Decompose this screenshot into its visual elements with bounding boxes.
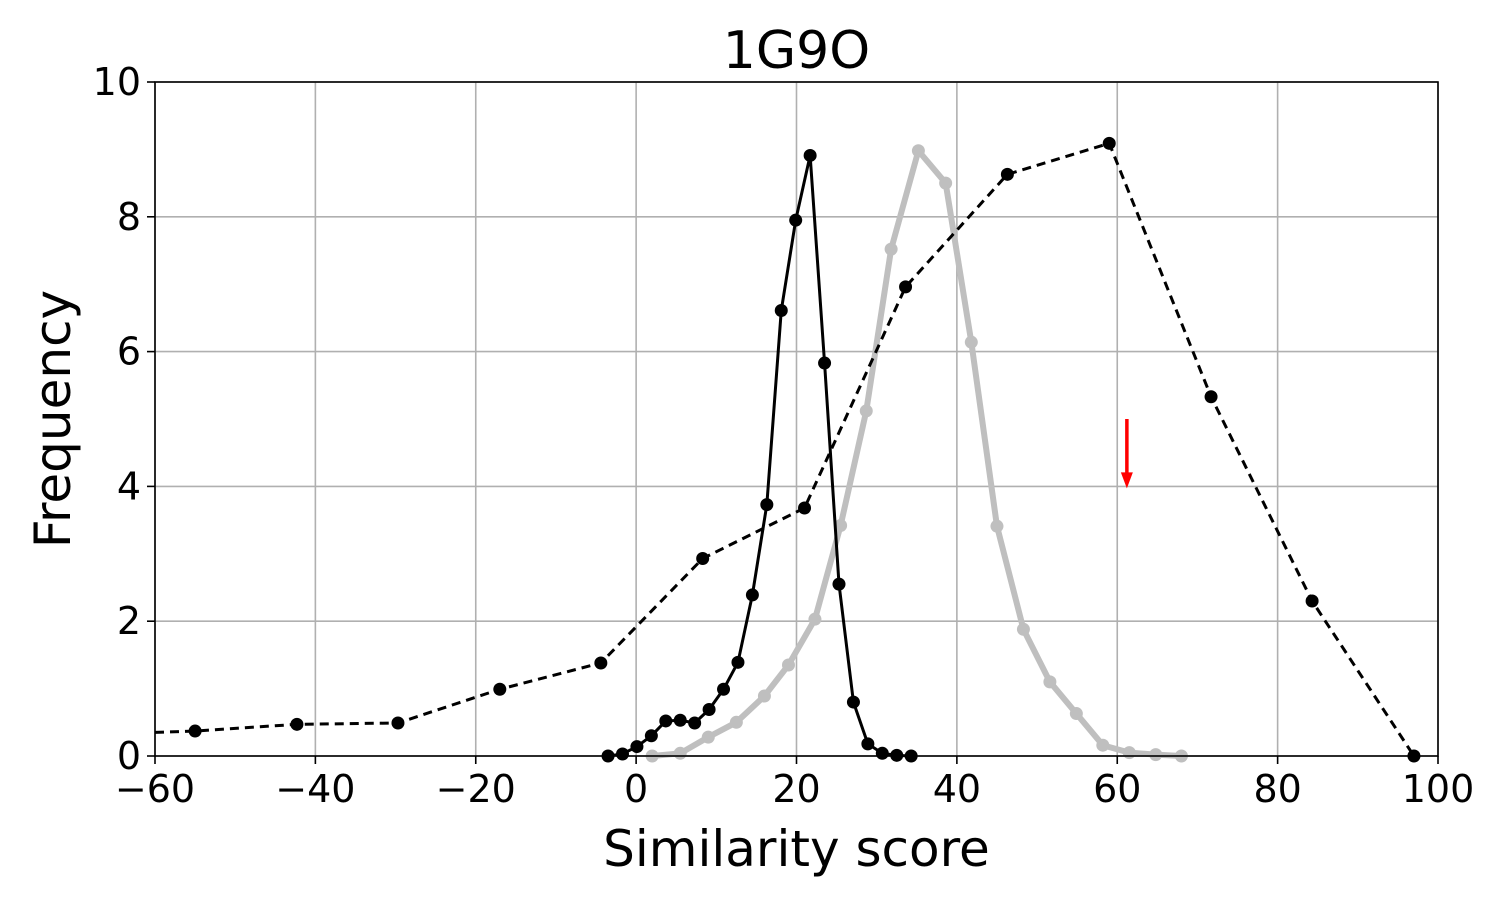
annotations — [1120, 419, 1133, 489]
data-point — [846, 695, 860, 709]
data-point — [1305, 594, 1319, 608]
data-point — [774, 303, 788, 317]
data-point — [731, 655, 745, 669]
data-point — [911, 144, 925, 158]
x-tick-label: 0 — [624, 767, 648, 811]
data-point — [798, 501, 812, 515]
data-point — [899, 280, 913, 294]
data-point — [745, 588, 759, 602]
series-2 — [645, 144, 1188, 763]
data-point — [688, 716, 702, 730]
data-point — [696, 552, 710, 566]
data-point — [808, 612, 822, 626]
data-point — [188, 724, 202, 738]
data-point — [760, 498, 774, 512]
ticks: −60 −40 −20 0 20 40 60 80 100 0 2 4 6 8 10 — [93, 60, 1475, 811]
series-line-2 — [651, 147, 1182, 759]
data-point — [615, 747, 629, 761]
y-tick-label: 8 — [117, 195, 141, 239]
data-point — [644, 729, 658, 743]
x-tick-label: −20 — [436, 767, 516, 811]
series-group — [155, 136, 1421, 763]
data-point — [939, 176, 953, 190]
data-point — [630, 740, 644, 754]
data-point — [803, 148, 817, 162]
x-tick-label: 80 — [1253, 767, 1301, 811]
y-axis-label: Frequency — [24, 290, 82, 548]
data-point — [834, 518, 848, 532]
data-point — [861, 737, 875, 751]
data-point — [990, 519, 1004, 533]
data-point — [290, 717, 304, 731]
data-point — [391, 716, 405, 730]
x-tick-label: −60 — [115, 767, 195, 811]
data-point — [1122, 746, 1136, 760]
x-tick-label: 40 — [933, 767, 981, 811]
data-point — [964, 335, 978, 349]
chart-title: 1G9O — [723, 21, 870, 81]
data-point — [729, 715, 743, 729]
data-point — [717, 682, 731, 696]
data-point — [757, 689, 771, 703]
data-point — [832, 577, 846, 591]
data-point — [1069, 707, 1083, 721]
x-axis-label: Similarity score — [603, 820, 990, 878]
data-point — [1043, 675, 1057, 689]
data-point — [781, 658, 795, 672]
data-point — [701, 730, 715, 744]
series-line-0 — [155, 141, 1416, 757]
data-point — [659, 714, 673, 728]
data-point — [818, 356, 832, 370]
data-point — [859, 404, 873, 418]
x-tick-label: 20 — [772, 767, 820, 811]
x-tick-label: 100 — [1402, 767, 1475, 811]
x-tick-label: −40 — [275, 767, 355, 811]
data-point — [493, 682, 507, 696]
data-point — [702, 702, 716, 716]
y-tick-label: 2 — [117, 599, 141, 643]
data-point — [875, 746, 889, 760]
y-tick-label: 10 — [93, 60, 141, 104]
data-point — [789, 213, 803, 227]
series-1 — [601, 148, 918, 763]
data-point — [1204, 390, 1218, 404]
y-tick-label: 4 — [117, 464, 141, 508]
data-point — [673, 746, 687, 760]
data-point — [673, 713, 687, 727]
series-line-1 — [607, 153, 912, 758]
y-tick-label: 6 — [117, 330, 141, 374]
data-point — [1096, 738, 1110, 752]
x-tick-label: 60 — [1093, 767, 1141, 811]
data-point — [1016, 622, 1030, 636]
series-0 — [155, 136, 1421, 763]
annotation-arrow-head — [1120, 472, 1133, 489]
data-point — [1149, 748, 1163, 762]
y-tick-label: 0 — [117, 734, 141, 778]
data-point — [1000, 167, 1014, 181]
data-point — [884, 242, 898, 256]
data-point — [594, 656, 608, 670]
data-point — [1102, 136, 1116, 150]
